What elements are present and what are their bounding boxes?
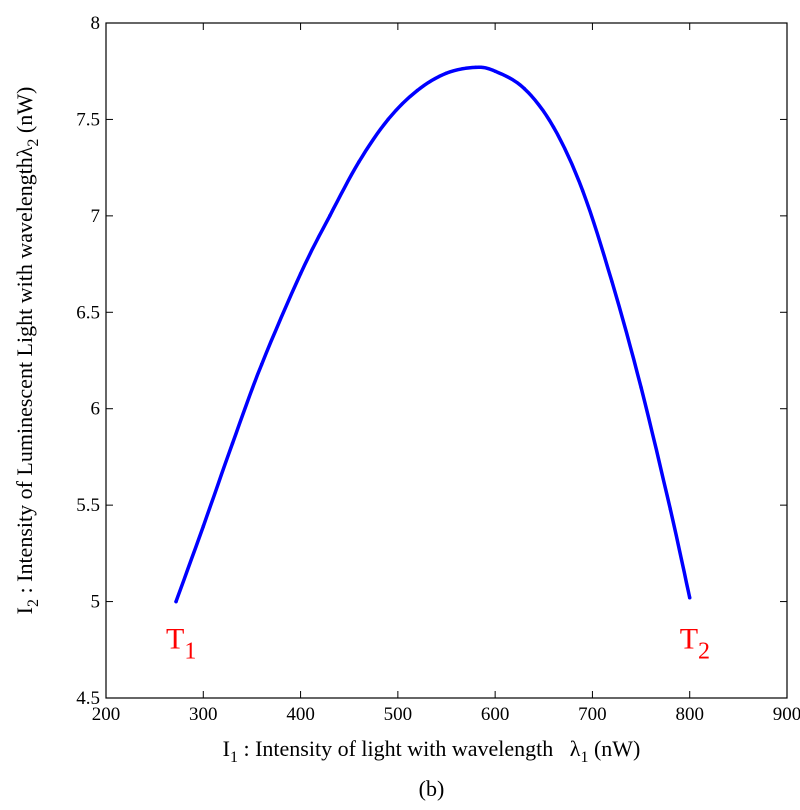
figure-caption: (b) — [419, 776, 445, 801]
x-axis-label-unit: (nW) — [588, 736, 640, 761]
series-point — [444, 71, 449, 75]
x-tick-label: 200 — [92, 704, 121, 725]
x-axis-label-symbol-sub: 1 — [580, 749, 588, 766]
series-point — [298, 272, 303, 276]
series-point — [357, 160, 361, 164]
series-point — [688, 596, 692, 600]
x-tick-label: 500 — [384, 704, 413, 725]
annotation-t1: T1 — [166, 623, 196, 665]
x-axis-label-main-sub: 1 — [230, 749, 238, 766]
plot-area: 200 300 400 500 600 700 800 900 4.5 5 5.5 6 6.5 7 7.5 8… — [76, 13, 800, 725]
x-tick-label: 900 — [773, 704, 800, 725]
y-axis-label: I2 : Intensity of Luminescent Light with… — [12, 87, 42, 615]
y-tick-label: 7 — [91, 206, 101, 227]
y-axis-label-symbol-sub: 2 — [25, 139, 42, 147]
series-point — [639, 385, 643, 390]
y-tick-label: 8 — [91, 13, 101, 34]
annotation-t2: T2 — [680, 623, 710, 665]
y-axis-label-main: I — [12, 607, 37, 614]
y-axis-label-main-sub: 2 — [25, 599, 42, 607]
x-tick-label: 600 — [481, 704, 510, 725]
x-axis-label-main: I — [223, 736, 230, 761]
series-point — [581, 189, 585, 193]
y-axis-label-symbol: λ — [12, 146, 37, 157]
series-point — [174, 599, 178, 604]
y-tick-label: 5.5 — [76, 495, 100, 516]
series-line — [174, 65, 692, 604]
annotation-t2-sub: 2 — [698, 639, 710, 665]
y-tick-label: 6.5 — [76, 302, 100, 323]
annotation-t1-main: T — [166, 623, 184, 656]
y-tick-label: 4.5 — [76, 688, 100, 709]
x-axis-label-text: : Intensity of light with wavelength — [238, 736, 570, 761]
series-point — [386, 117, 390, 122]
annotations: T1 T2 — [166, 623, 710, 665]
annotation-t1-sub: 1 — [184, 639, 196, 665]
y-tick-label: 6 — [91, 399, 101, 420]
series-point — [522, 86, 527, 91]
series-point — [551, 125, 556, 129]
series-point — [668, 507, 672, 511]
x-axis-label-symbol: λ — [570, 736, 581, 761]
x-tick-label: 800 — [675, 704, 704, 725]
series-point — [473, 65, 478, 70]
annotation-t2-main: T — [680, 623, 698, 656]
y-tick-label: 7.5 — [76, 109, 100, 130]
series-points — [174, 65, 692, 604]
series-point — [201, 524, 205, 529]
series-point — [415, 88, 420, 93]
series-point — [259, 362, 264, 367]
y-tick-label: 5 — [91, 592, 101, 613]
y-axis-label-unit: (nW) — [12, 87, 37, 139]
axes-box — [105, 22, 788, 699]
y-axis-label-text: : Intensity of Luminescent Light with wa… — [12, 157, 37, 599]
x-tick-label: 300 — [189, 704, 218, 725]
series-point — [610, 279, 614, 284]
x-tick-label: 400 — [286, 704, 315, 725]
series-point — [328, 214, 332, 218]
series-point — [230, 441, 235, 446]
ticks: 200 300 400 500 600 700 800 900 4.5 5 5.5 6 6.5 7 7.5 8 — [76, 13, 800, 725]
series-point — [493, 69, 497, 73]
x-axis-label: I1 : Intensity of light with wavelength … — [223, 736, 641, 766]
x-tick-label: 700 — [578, 704, 607, 725]
